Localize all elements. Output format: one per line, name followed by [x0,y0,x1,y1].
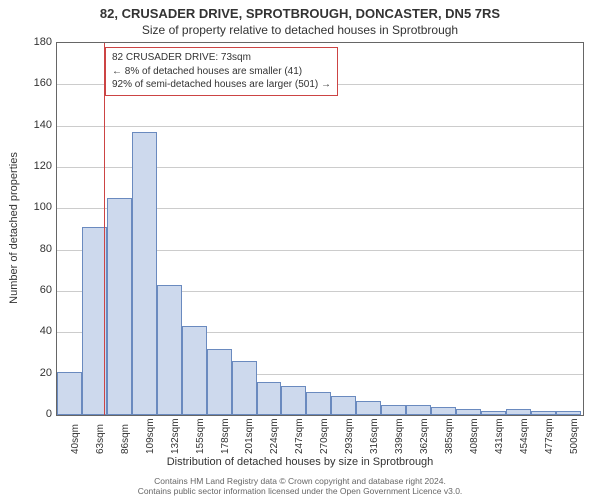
footer-attribution: Contains HM Land Registry data © Crown c… [0,476,600,497]
x-tick-label: 339sqm [394,418,405,454]
x-tick-label: 431sqm [494,418,505,454]
chart-subtitle: Size of property relative to detached ho… [0,21,600,37]
x-tick-label: 385sqm [444,418,455,454]
footer-line2: Contains public sector information licen… [0,486,600,497]
histogram-bar [281,386,306,415]
y-tick-label: 20 [12,367,52,379]
histogram-bar [356,401,381,415]
y-tick-label: 100 [12,201,52,213]
x-tick-label: 293sqm [344,418,355,454]
y-tick-label: 40 [12,325,52,337]
y-axis-label: Number of detached properties [8,152,20,304]
x-tick-label: 408sqm [469,418,480,454]
histogram-bar [506,409,531,415]
footer-line1: Contains HM Land Registry data © Crown c… [0,476,600,487]
chart-container: 82, CRUSADER DRIVE, SPROTBROUGH, DONCAST… [0,0,600,500]
x-tick-label: 178sqm [220,418,231,454]
x-tick-label: 454sqm [519,418,530,454]
y-tick-label: 60 [12,284,52,296]
x-tick-label: 109sqm [145,418,156,454]
histogram-bar [207,349,232,415]
y-tick-label: 0 [12,408,52,420]
y-tick-label: 140 [12,119,52,131]
histogram-bar [232,361,257,415]
annotation-line: 82 CRUSADER DRIVE: 73sqm [112,51,331,65]
reference-line [104,43,105,415]
annotation-box: 82 CRUSADER DRIVE: 73sqm← 8% of detached… [105,47,338,96]
x-tick-label: 86sqm [120,424,131,454]
x-tick-label: 224sqm [269,418,280,454]
histogram-bar [456,409,481,415]
x-tick-label: 40sqm [70,424,81,454]
x-tick-label: 201sqm [244,418,255,454]
x-tick-label: 63sqm [95,424,106,454]
y-tick-label: 160 [12,77,52,89]
histogram-bar [107,198,132,415]
histogram-bar [182,326,207,415]
histogram-bar [157,285,182,415]
y-tick-label: 80 [12,243,52,255]
histogram-bar [306,392,331,415]
histogram-bar [381,405,406,415]
x-tick-label: 155sqm [195,418,206,454]
x-axis-label: Distribution of detached houses by size … [0,456,600,468]
gridline [57,126,583,127]
histogram-bar [431,407,456,415]
x-tick-label: 316sqm [369,418,380,454]
annotation-line: 92% of semi-detached houses are larger (… [112,78,331,92]
histogram-bar [257,382,282,415]
x-tick-label: 500sqm [569,418,580,454]
x-tick-label: 132sqm [170,418,181,454]
histogram-bar [481,411,506,415]
x-tick-label: 362sqm [419,418,430,454]
histogram-bar [331,396,356,415]
histogram-bar [556,411,581,415]
x-tick-label: 270sqm [319,418,330,454]
annotation-line: ← 8% of detached houses are smaller (41) [112,65,331,79]
histogram-bar [406,405,431,415]
histogram-bar [132,132,157,415]
x-tick-label: 247sqm [294,418,305,454]
y-tick-label: 120 [12,160,52,172]
histogram-bar [531,411,556,415]
plot-area: 82 CRUSADER DRIVE: 73sqm← 8% of detached… [56,42,584,416]
y-tick-label: 180 [12,36,52,48]
chart-title: 82, CRUSADER DRIVE, SPROTBROUGH, DONCAST… [0,0,600,21]
histogram-bar [57,372,82,415]
x-tick-label: 477sqm [544,418,555,454]
